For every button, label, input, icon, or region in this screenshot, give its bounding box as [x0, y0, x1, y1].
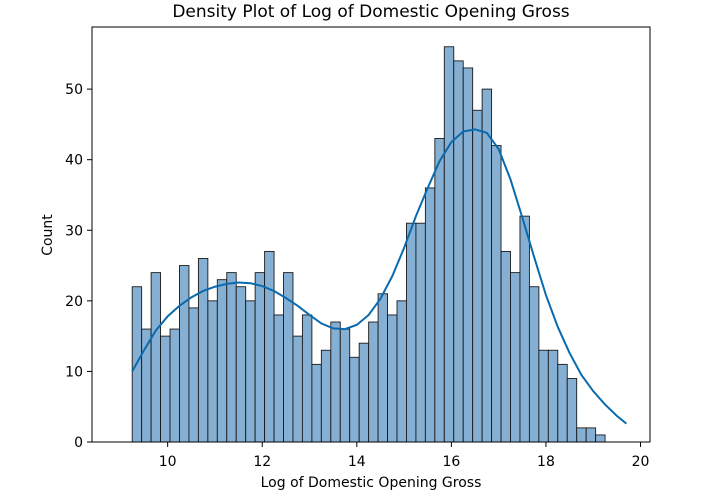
histogram-bar: [179, 265, 190, 443]
x-tick-label: 10: [159, 454, 177, 470]
histogram-bar: [538, 349, 549, 443]
histogram-bar: [387, 314, 398, 443]
histogram-bar: [377, 293, 388, 443]
histogram-bar: [557, 363, 568, 443]
histogram-bar: [566, 378, 578, 443]
y-tick-label: 0: [74, 435, 83, 451]
histogram-bar: [415, 222, 426, 443]
histogram-bar: [500, 250, 511, 443]
histogram-bar: [595, 434, 606, 443]
histogram-bar: [273, 314, 284, 443]
plot-frame: [91, 26, 651, 443]
histogram-bar: [197, 258, 209, 443]
histogram-bar: [160, 335, 171, 443]
histogram-bar: [547, 349, 559, 443]
histogram-bar: [349, 356, 360, 443]
histogram-bar: [519, 215, 530, 443]
histogram-bar: [528, 286, 540, 443]
histogram-bar: [226, 272, 237, 443]
histogram-bar: [264, 250, 275, 443]
histogram-bar: [169, 328, 180, 443]
histogram-bar: [462, 67, 474, 443]
y-axis-title: Count: [40, 214, 56, 256]
histogram-bar: [207, 300, 218, 443]
x-tick-label: 14: [348, 454, 366, 470]
histogram-bar: [424, 187, 436, 443]
chart-title: Density Plot of Log of Domestic Opening …: [172, 2, 569, 22]
y-tick-label: 50: [65, 82, 83, 98]
x-tick-label: 16: [442, 454, 460, 470]
y-tick-label: 20: [65, 294, 83, 310]
x-axis-title: Log of Domestic Opening Gross: [261, 475, 482, 491]
histogram-bar: [330, 321, 341, 443]
histogram-bar: [254, 272, 266, 443]
histogram-bar: [188, 307, 199, 443]
x-tick-label: 20: [632, 454, 650, 470]
histogram-bar: [301, 314, 313, 443]
histogram-bar: [396, 300, 407, 443]
histogram-bar: [339, 328, 351, 443]
x-tick-label: 18: [537, 454, 555, 470]
y-tick-label: 40: [65, 153, 83, 169]
histogram-bar: [311, 363, 322, 443]
histogram-bar: [320, 349, 332, 443]
histogram-bar: [510, 272, 521, 443]
histogram-bar: [472, 109, 483, 443]
histogram-bar: [216, 279, 228, 443]
histogram-bar: [235, 286, 247, 443]
histogram-bar: [491, 145, 502, 443]
histogram-bar: [576, 427, 587, 443]
x-axis-ticks: 10 12 14 16 18 20: [159, 442, 650, 470]
histogram-bar: [406, 222, 417, 443]
histogram-bar: [292, 335, 303, 443]
bars-group: [131, 46, 606, 443]
histogram-bar: [481, 88, 493, 443]
y-axis-ticks: 0 10 20 30 40 50: [65, 82, 92, 451]
histogram-bar: [585, 427, 597, 443]
histogram-bar: [434, 138, 445, 443]
histogram-bar: [150, 272, 162, 443]
histogram-bar: [358, 342, 370, 443]
histogram-bar: [368, 321, 379, 443]
histogram-bar: [453, 60, 464, 443]
histogram-bar: [443, 46, 455, 443]
y-tick-label: 30: [65, 223, 83, 239]
y-tick-label: 10: [65, 364, 83, 380]
x-tick-label: 12: [253, 454, 271, 470]
histogram-bar: [245, 300, 256, 443]
kde-curve: [131, 128, 627, 425]
